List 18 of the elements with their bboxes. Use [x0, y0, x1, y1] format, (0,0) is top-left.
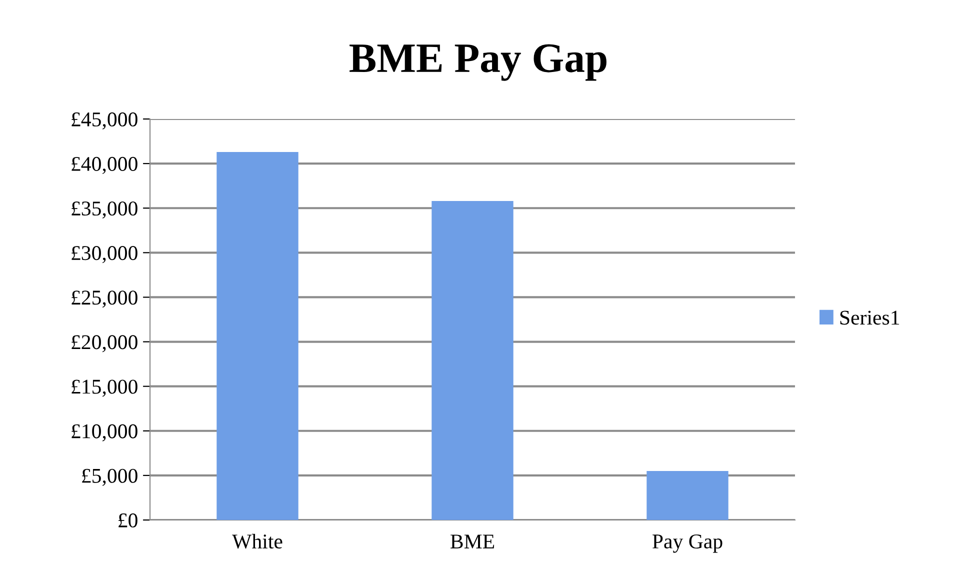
bar [216, 152, 298, 520]
y-tick-label: £45,000 [72, 112, 138, 130]
bar [432, 200, 514, 520]
y-tick-label: £25,000 [72, 290, 138, 308]
chart-title: BME Pay Gap [350, 44, 606, 81]
bar [646, 470, 728, 520]
y-tick-label: £0 [118, 513, 138, 528]
y-tick-label: £10,000 [72, 424, 138, 442]
y-tick-label: £35,000 [72, 201, 138, 219]
legend-label: Series1 [840, 310, 900, 325]
x-tick-label: Pay Gap [652, 534, 722, 553]
x-tick-label: BME [450, 534, 494, 548]
y-tick-label: £20,000 [72, 335, 138, 352]
y-tick-label: £5,000 [82, 468, 138, 486]
y-tick-label: £40,000 [72, 156, 138, 174]
y-tick-label: £30,000 [72, 246, 138, 264]
y-tick-label: £15,000 [72, 380, 138, 397]
x-tick-label: White [232, 534, 282, 549]
